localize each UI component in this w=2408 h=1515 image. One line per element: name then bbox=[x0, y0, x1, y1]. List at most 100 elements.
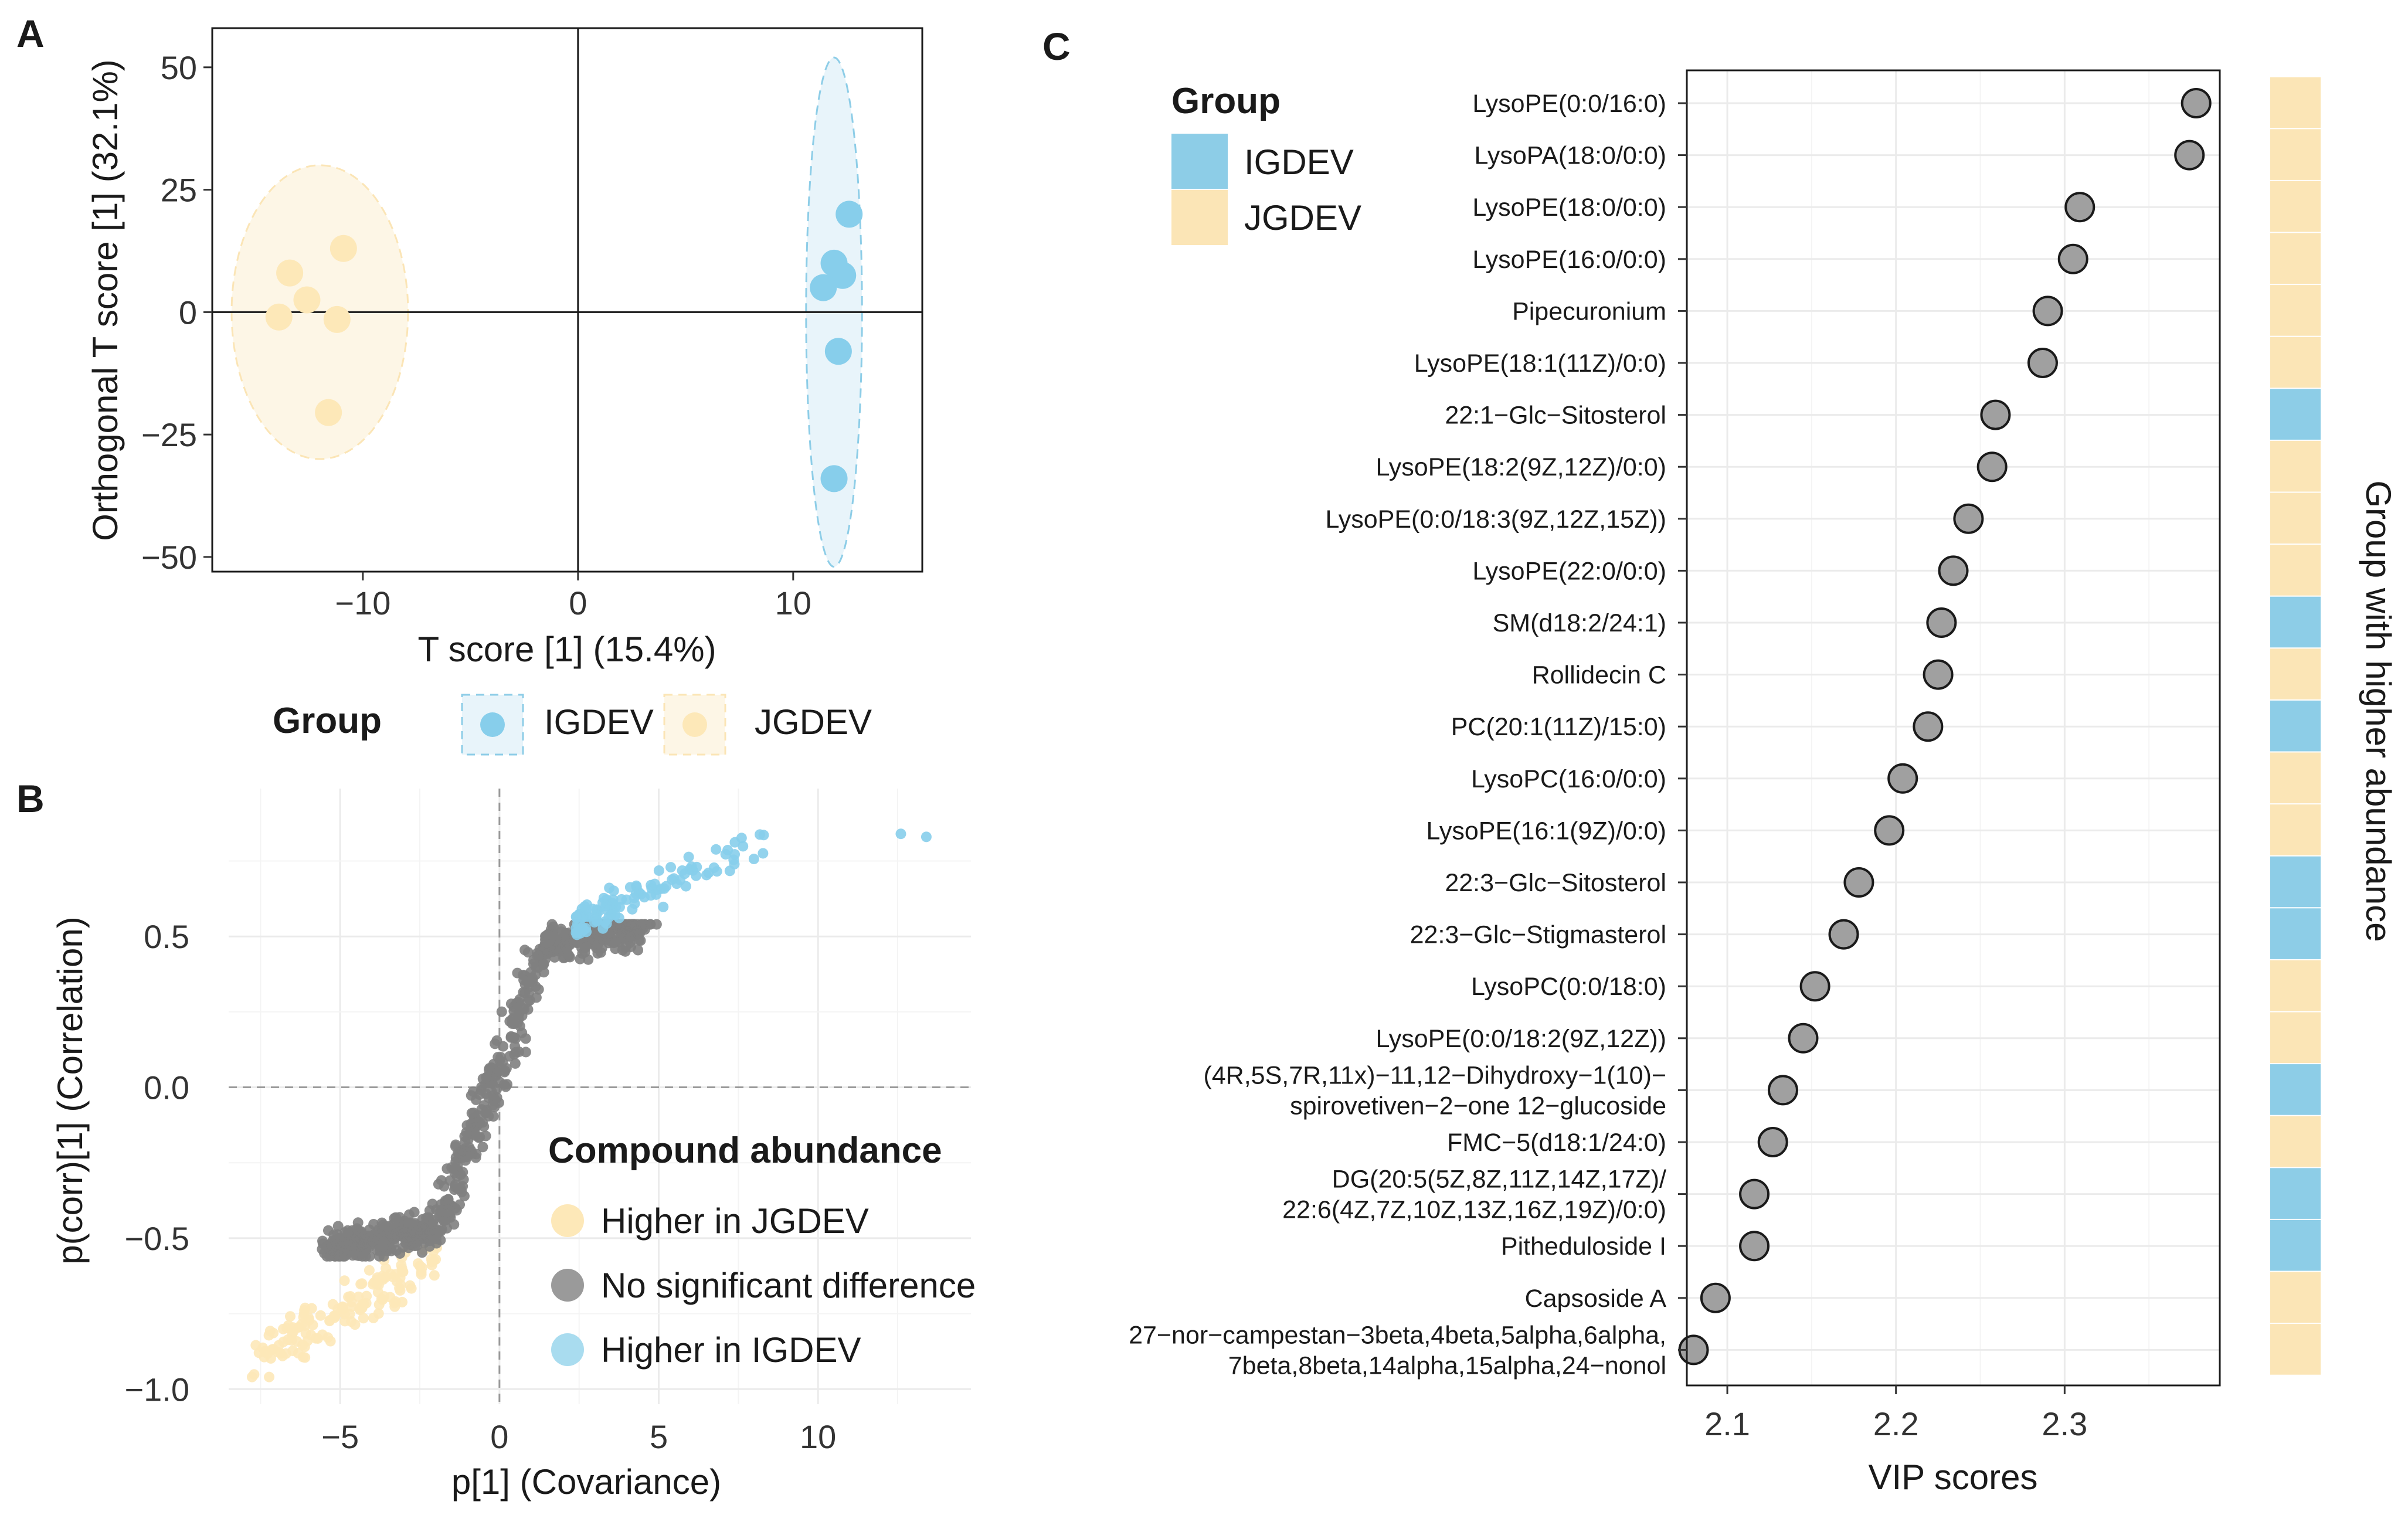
panel-b-point-no-significant-difference bbox=[460, 1146, 471, 1157]
panel-c-vip-point bbox=[1926, 607, 1957, 638]
panel-a-legend-label-igdev: IGDEV bbox=[544, 702, 654, 742]
panel-c-group-cell-jgdev bbox=[2270, 804, 2321, 855]
panel-c-group-cell-jgdev bbox=[2270, 1012, 2321, 1064]
panel-a-y-tick-label: −50 bbox=[141, 539, 197, 576]
panel-a: A −10 0 10 −50 −25 0 25 50 T score [1] (15.4%)… bbox=[16, 12, 923, 756]
panel-b-point-no-significant-difference bbox=[524, 987, 535, 998]
panel-b-point-higher-igdev bbox=[701, 869, 712, 881]
panel-b-point-higher-igdev bbox=[577, 912, 588, 923]
panel-c-x-ticks: 2.1 2.2 2.3 bbox=[1704, 1385, 2087, 1442]
panel-c-vip-point bbox=[1843, 867, 1874, 898]
panel-b-point-no-significant-difference bbox=[317, 1235, 328, 1246]
panel-b-point-no-significant-difference bbox=[401, 1223, 412, 1234]
panel-b-point-higher-igdev bbox=[665, 862, 677, 873]
panel-c-group-cell-jgdev bbox=[2270, 285, 2321, 336]
panel-b-point-no-significant-difference bbox=[339, 1227, 351, 1238]
panel-b-point-no-significant-difference bbox=[361, 1244, 372, 1255]
panel-c-category-labels: LysoPE(0:0/16:0) LysoPA(18:0/0:0) LysoPE(1… bbox=[1129, 90, 1687, 1380]
panel-c-vip-point bbox=[1887, 763, 1918, 794]
panel-b-point-no-significant-difference bbox=[378, 1237, 389, 1248]
panel-a-legend-key-igdev-dot bbox=[480, 712, 505, 737]
panel-b-point-no-significant-difference bbox=[538, 959, 549, 970]
panel-b-y-tick-label: −0.5 bbox=[124, 1220, 189, 1257]
panel-c-vip-point bbox=[1767, 1075, 1798, 1106]
panel-b-point-higher-igdev bbox=[728, 854, 739, 865]
panel-c-group-cell-igdev bbox=[2270, 908, 2321, 959]
panel-b-point-higher-jgdev bbox=[389, 1297, 400, 1309]
panel-a-y-tick-label: −25 bbox=[141, 416, 197, 453]
panel-b-point-no-significant-difference bbox=[520, 1033, 531, 1044]
panel-b-point-higher-igdev bbox=[708, 862, 719, 873]
panel-b-point-no-significant-difference bbox=[491, 1035, 502, 1046]
panel-c-category-label: LysoPC(16:0/0:0) bbox=[1471, 765, 1666, 793]
panel-b-point-higher-jgdev bbox=[278, 1336, 289, 1347]
panel-b-point-higher-jgdev bbox=[358, 1313, 369, 1324]
panel-b-point-higher-jgdev bbox=[299, 1305, 310, 1316]
panel-c-x-tick-label: 2.1 bbox=[1704, 1405, 1750, 1442]
panel-b-point-no-significant-difference bbox=[469, 1117, 480, 1129]
panel-c-group-cell-igdev bbox=[2270, 1168, 2321, 1219]
panel-b-point-higher-jgdev bbox=[376, 1271, 388, 1282]
panel-c-category-label: LysoPC(0:0/18:0) bbox=[1471, 973, 1666, 1001]
panel-b-point-higher-jgdev bbox=[246, 1371, 257, 1382]
panel-b-point-higher-jgdev bbox=[371, 1279, 382, 1290]
panel-b-point-higher-igdev bbox=[711, 844, 722, 855]
panel-c-vip-point bbox=[1757, 1127, 1788, 1157]
panel-a-point-jgdev bbox=[293, 286, 321, 314]
panel-c-vip-point bbox=[1788, 1023, 1819, 1054]
panel-a-label: A bbox=[16, 12, 45, 55]
panel-b-point-no-significant-difference bbox=[348, 1234, 359, 1245]
panel-c-vip-point bbox=[1739, 1231, 1770, 1262]
panel-c-label: C bbox=[1042, 25, 1071, 68]
panel-b-point-no-significant-difference bbox=[518, 974, 529, 986]
panel-a-legend-key-igdev bbox=[461, 694, 524, 756]
panel-b-point-higher-jgdev bbox=[297, 1319, 308, 1330]
panel-b-point-no-significant-difference bbox=[590, 942, 602, 953]
panel-c-legend: Group IGDEV JGDEV bbox=[1171, 81, 1361, 245]
panel-c-vip-point bbox=[1799, 971, 1830, 1002]
panel-b-y-tick-label: 0.5 bbox=[144, 918, 189, 955]
panel-c-group-cell-jgdev bbox=[2270, 492, 2321, 544]
panel-b-point-no-significant-difference bbox=[483, 1092, 494, 1103]
panel-b-point-no-significant-difference bbox=[522, 947, 534, 958]
panel-c-category-label: LysoPE(16:1(9Z)/0:0) bbox=[1427, 817, 1666, 845]
panel-c-group-cell-jgdev bbox=[2270, 545, 2321, 596]
panel-c-vip-point bbox=[2174, 140, 2205, 171]
panel-b-point-higher-jgdev bbox=[264, 1371, 275, 1382]
panel-c-group-cell-jgdev bbox=[2270, 752, 2321, 804]
panel-b-point-higher-jgdev bbox=[339, 1275, 350, 1286]
panel-b-point-higher-jgdev bbox=[264, 1326, 276, 1337]
panel-c-category-label: Pipecuronium bbox=[1512, 297, 1666, 325]
panel-c-category-label: 27−nor−campestan−3beta,4beta,5alpha,6alp… bbox=[1129, 1321, 1666, 1380]
panel-b-point-no-significant-difference bbox=[510, 1033, 521, 1044]
panel-c-category-label: LysoPA(18:0/0:0) bbox=[1475, 142, 1666, 170]
panel-b-point-no-significant-difference bbox=[405, 1233, 416, 1244]
panel-a-point-jgdev bbox=[323, 305, 351, 333]
panel-b-point-no-significant-difference bbox=[442, 1208, 453, 1220]
panel-b-point-no-significant-difference bbox=[575, 953, 586, 964]
panel-c-group-cell-jgdev bbox=[2270, 233, 2321, 284]
panel-b-legend-key-jgdev bbox=[551, 1204, 584, 1237]
panel-c-vip-point bbox=[1874, 815, 1905, 846]
panel-b-point-no-significant-difference bbox=[458, 1174, 469, 1185]
panel-c-category-label: LysoPE(16:0/0:0) bbox=[1472, 246, 1666, 274]
panel-a-legend-title: Group bbox=[273, 701, 382, 741]
panel-a-points bbox=[265, 201, 863, 492]
panel-b-point-no-significant-difference bbox=[613, 933, 624, 945]
panel-b-point-higher-igdev bbox=[680, 881, 691, 892]
panel-b-point-higher-jgdev bbox=[429, 1270, 440, 1281]
panel-c-vip-point bbox=[1828, 919, 1859, 950]
panel-b-point-no-significant-difference bbox=[538, 967, 549, 978]
panel-b-point-no-significant-difference bbox=[477, 1142, 488, 1153]
panel-b-point-higher-jgdev bbox=[337, 1303, 348, 1314]
panel-b-point-no-significant-difference bbox=[639, 924, 650, 935]
panel-c-group-cell-jgdev bbox=[2270, 181, 2321, 232]
panel-b-y-ticks: −1.0 −0.5 0.0 0.5 bbox=[124, 918, 189, 1408]
panel-c: C Group IGDEV JGDEV LysoPE(0:0/16:0)Lyso… bbox=[1042, 25, 2398, 1497]
panel-b-point-no-significant-difference bbox=[563, 950, 574, 961]
panel-c-vip-point bbox=[1923, 659, 1954, 690]
panel-b-point-higher-igdev bbox=[603, 912, 614, 923]
panel-b-point-no-significant-difference bbox=[491, 1083, 502, 1095]
panel-b-legend: Compound abundance Higher in JGDEV No si… bbox=[548, 1130, 976, 1370]
panel-b-point-higher-jgdev bbox=[426, 1254, 437, 1265]
